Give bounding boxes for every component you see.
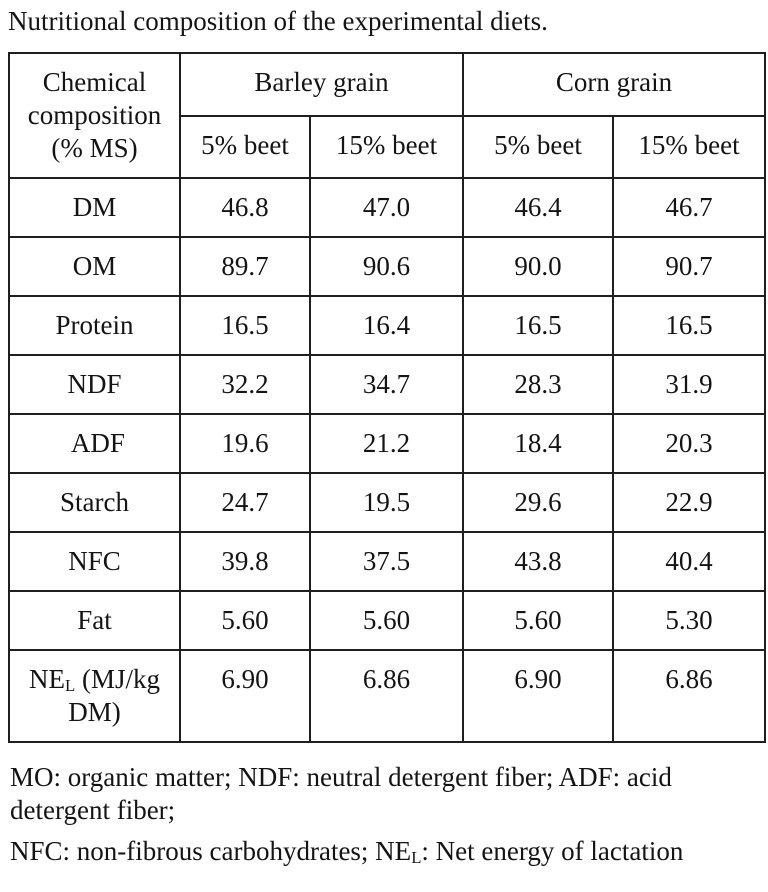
value-cell: 43.8	[462, 531, 615, 592]
table-row: DM 46.8 47.0 46.4 46.7	[8, 177, 767, 238]
value-cell: 5.60	[308, 590, 465, 651]
row-label: Fat	[8, 590, 181, 651]
value-cell: 5.60	[179, 590, 311, 651]
value-cell: 6.90	[462, 649, 615, 743]
header-corn-grain: Corn grain	[462, 52, 767, 117]
subscript-text: L	[411, 848, 422, 867]
value-cell: 37.5	[308, 531, 465, 592]
value-cell: 90.0	[462, 236, 615, 297]
row-label: NFC	[8, 531, 181, 592]
table-row: OM 89.7 90.6 90.0 90.7	[8, 236, 767, 297]
value-cell: 6.86	[308, 649, 465, 743]
value-cell: 6.86	[612, 649, 767, 743]
value-cell: 39.8	[179, 531, 311, 592]
row-label: ADF	[8, 413, 181, 474]
value-cell: 46.4	[462, 177, 615, 238]
footnotes: MO: organic matter; NDF: neutral deterge…	[8, 761, 762, 868]
nutrition-table: Chemical composition (% MS) Barley grain…	[8, 52, 767, 743]
header-corn-5-beet: 5% beet	[462, 114, 615, 179]
footnote-line-2: NFC: non-fibrous carbohydrates; NEL: Net…	[10, 835, 762, 868]
text-segment: (MJ/kg DM)	[68, 664, 167, 727]
header-barley-15-beet: 15% beet	[308, 114, 465, 179]
header-chemical-composition: Chemical composition (% MS)	[8, 52, 181, 179]
value-cell: 29.6	[462, 472, 615, 533]
table-row: NDF 32.2 34.7 28.3 31.9	[8, 354, 767, 415]
row-label: DM	[8, 177, 181, 238]
value-cell: 40.4	[612, 531, 767, 592]
value-cell: 24.7	[179, 472, 311, 533]
value-cell: 6.90	[179, 649, 311, 743]
row-label: OM	[8, 236, 181, 297]
table-row: NFC 39.8 37.5 43.8 40.4	[8, 531, 767, 592]
table-row: ADF 19.6 21.2 18.4 20.3	[8, 413, 767, 474]
value-cell: 90.6	[308, 236, 465, 297]
table-row: NEL (MJ/kg DM) 6.90 6.86 6.90 6.86	[8, 649, 767, 743]
table-row: Fat 5.60 5.60 5.60 5.30	[8, 590, 767, 651]
value-cell: 22.9	[612, 472, 767, 533]
subheader-row: 5% beet 15% beet 5% beet 15% beet	[9, 114, 767, 179]
text-segment: NE	[29, 664, 65, 694]
group-header-row: Chemical composition (% MS) Barley grain…	[8, 52, 767, 179]
table-row: Starch 24.7 19.5 29.6 22.9	[8, 472, 767, 533]
value-cell: 32.2	[179, 354, 311, 415]
text-segment: MO: organic matter; NDF: neutral deterge…	[10, 762, 672, 825]
value-cell: 18.4	[462, 413, 615, 474]
footnote-line-1: MO: organic matter; NDF: neutral deterge…	[10, 761, 762, 827]
value-cell: 16.5	[462, 295, 615, 356]
value-cell: 16.5	[179, 295, 311, 356]
row-label: NDF	[8, 354, 181, 415]
row-label: Protein	[8, 295, 181, 356]
value-cell: 46.8	[179, 177, 311, 238]
value-cell: 89.7	[179, 236, 311, 297]
table-caption: Nutritional composition of the experimen…	[8, 6, 548, 36]
value-cell: 20.3	[612, 413, 767, 474]
subscript-text: L	[65, 676, 76, 695]
value-cell: 34.7	[308, 354, 465, 415]
value-cell: 46.7	[612, 177, 767, 238]
value-cell: 19.6	[179, 413, 311, 474]
value-cell: 16.5	[612, 295, 767, 356]
text-segment: NFC: non-fibrous carbohydrates; NE	[10, 836, 412, 866]
value-cell: 47.0	[308, 177, 465, 238]
table-body: DM 46.8 47.0 46.4 46.7 OM 89.7 90.6 90.0 90.7 Prot…	[8, 177, 767, 743]
table-row: Protein 16.5 16.4 16.5 16.5	[8, 295, 767, 356]
value-cell: 19.5	[308, 472, 465, 533]
row-label: NEL (MJ/kg DM)	[8, 649, 181, 743]
header-barley-5-beet: 5% beet	[179, 114, 311, 179]
value-cell: 5.60	[462, 590, 615, 651]
value-cell: 31.9	[612, 354, 767, 415]
value-cell: 21.2	[308, 413, 465, 474]
text-segment: : Net energy of lactation	[421, 836, 684, 866]
value-cell: 5.30	[612, 590, 767, 651]
row-label: Starch	[8, 472, 181, 533]
value-cell: 16.4	[308, 295, 465, 356]
header-barley-grain: Barley grain	[178, 52, 465, 117]
value-cell: 28.3	[462, 354, 615, 415]
header-corn-15-beet: 15% beet	[612, 114, 767, 179]
value-cell: 90.7	[612, 236, 767, 297]
